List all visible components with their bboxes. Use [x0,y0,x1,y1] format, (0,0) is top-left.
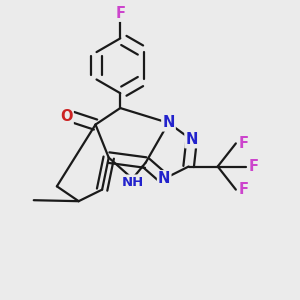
Text: N: N [162,116,175,130]
Text: F: F [238,182,248,197]
Text: F: F [249,159,259,174]
Text: N: N [185,132,198,147]
Text: N: N [158,171,170,186]
Text: O: O [60,110,73,124]
Text: F: F [238,136,248,151]
Text: NH: NH [122,176,144,188]
Text: F: F [115,6,125,21]
